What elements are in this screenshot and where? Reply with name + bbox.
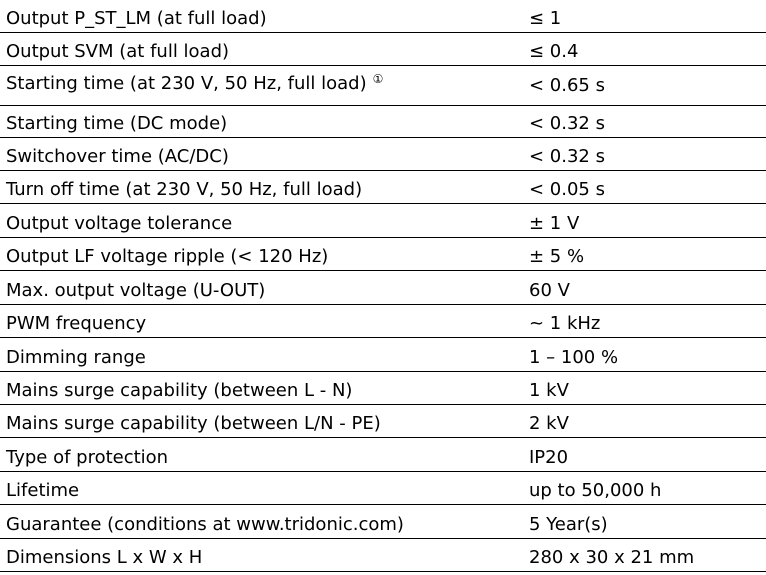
spec-label: Max. output voltage (U-OUT) — [6, 280, 266, 301]
spec-value: 280 x 30 x 21 mm — [529, 547, 695, 568]
spec-row: Output LF voltage ripple (< 120 Hz) ± 5 … — [0, 238, 766, 271]
spec-value: 60 V — [529, 280, 570, 301]
spec-row: Starting time (at 230 V, 50 Hz, full loa… — [0, 66, 766, 106]
spec-row: Output voltage tolerance ± 1 V — [0, 204, 766, 238]
spec-label: Lifetime — [6, 480, 80, 501]
spec-label: Starting time (at 230 V, 50 Hz, full loa… — [6, 68, 383, 95]
spec-row: Turn off time (at 230 V, 50 Hz, full loa… — [0, 171, 766, 204]
spec-label: Type of protection — [6, 447, 169, 468]
spec-value: IP20 — [529, 447, 569, 468]
spec-label: Output voltage tolerance — [6, 213, 233, 234]
spec-value: ± 5 % — [529, 246, 585, 267]
spec-value: 5 Year(s) — [529, 514, 608, 535]
spec-value: ~ 1 kHz — [529, 313, 601, 334]
spec-row: Mains surge capability (between L - N) 1… — [0, 372, 766, 405]
spec-label: Turn off time (at 230 V, 50 Hz, full loa… — [6, 179, 363, 200]
spec-value: 1 – 100 % — [529, 347, 619, 368]
spec-label: Switchover time (AC/DC) — [6, 146, 229, 167]
spec-row: PWM frequency ~ 1 kHz — [0, 305, 766, 338]
spec-value: < 0.65 s — [529, 75, 605, 96]
spec-label: Mains surge capability (between L/N - PE… — [6, 413, 381, 434]
spec-label: Output LF voltage ripple (< 120 Hz) — [6, 246, 329, 267]
spec-label: PWM frequency — [6, 313, 147, 334]
spec-row: Lifetime up to 50,000 h — [0, 472, 766, 505]
spec-label: Dimensions L x W x H — [6, 547, 203, 568]
spec-value: up to 50,000 h — [529, 480, 662, 501]
spec-value: < 0.05 s — [529, 179, 605, 200]
spec-value: ≤ 0.4 — [529, 41, 579, 62]
spec-row: Max. output voltage (U-OUT) 60 V — [0, 271, 766, 305]
spec-value: 1 kV — [529, 380, 569, 401]
spec-label: Guarantee (conditions at www.tridonic.co… — [6, 514, 404, 535]
spec-label: Output P_ST_LM (at full load) — [6, 8, 267, 29]
spec-value: < 0.32 s — [529, 146, 605, 167]
spec-row: Switchover time (AC/DC) < 0.32 s — [0, 138, 766, 171]
spec-row: Output P_ST_LM (at full load) ≤ 1 — [0, 0, 766, 33]
spec-label: Starting time (DC mode) — [6, 113, 228, 134]
spec-row: Mains surge capability (between L/N - PE… — [0, 405, 766, 438]
spec-row: Type of protection IP20 — [0, 438, 766, 472]
spec-value: 2 kV — [529, 413, 569, 434]
spec-row: Starting time (DC mode) < 0.32 s — [0, 106, 766, 138]
spec-label: Dimming range — [6, 347, 146, 368]
spec-row: Dimensions L x W x H 280 x 30 x 21 mm — [0, 539, 766, 572]
footnote-marker-icon: ① — [372, 72, 384, 86]
spec-row: Guarantee (conditions at www.tridonic.co… — [0, 505, 766, 539]
spec-row: Output SVM (at full load) ≤ 0.4 — [0, 33, 766, 66]
spec-value: < 0.32 s — [529, 113, 605, 134]
spec-label: Mains surge capability (between L - N) — [6, 380, 353, 401]
spec-label: Output SVM (at full load) — [6, 41, 230, 62]
spec-value: ≤ 1 — [529, 8, 562, 29]
spec-value: ± 1 V — [529, 213, 580, 234]
spec-label-text: Starting time (at 230 V, 50 Hz, full loa… — [6, 73, 367, 94]
spec-row: Dimming range 1 – 100 % — [0, 338, 766, 372]
